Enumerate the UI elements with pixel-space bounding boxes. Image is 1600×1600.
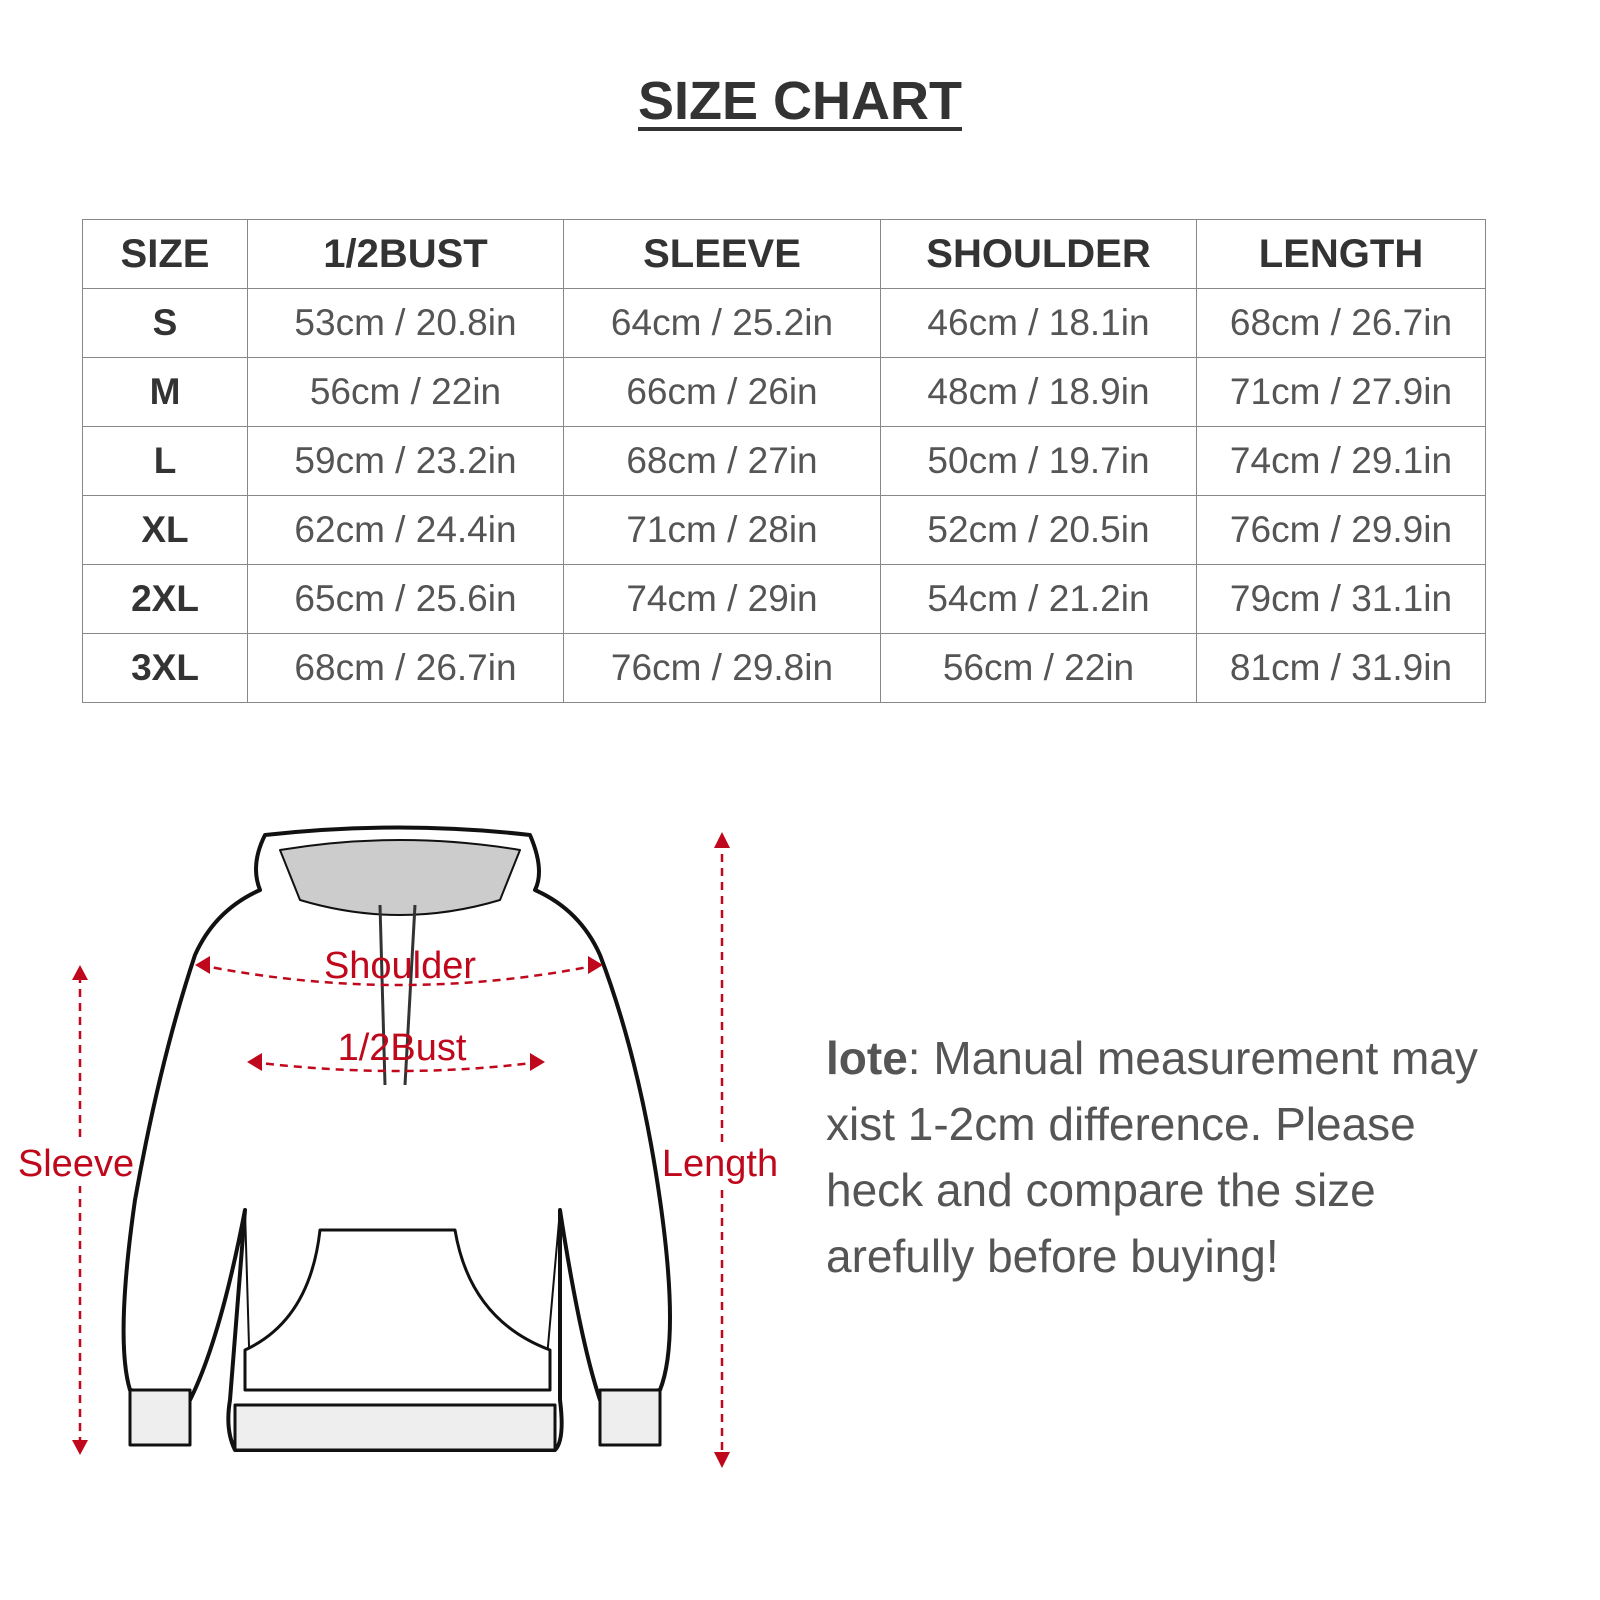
table-row: XL 62cm / 24.4in 71cm / 28in 52cm / 20.5in 7… <box>82 495 1486 565</box>
measurement-cell: 56cm / 22in <box>247 357 564 427</box>
header-length: LENGTH <box>1196 219 1486 289</box>
size-table: SIZE 1/2BUST SLEEVE SHOULDER LENGTH S 53c… <box>82 219 1486 703</box>
header-size: SIZE <box>82 219 248 289</box>
note-line: arefully before buying! <box>826 1230 1279 1282</box>
measurement-cell: 71cm / 27.9in <box>1196 357 1486 427</box>
note-text: lote: Manual measurement may xist 1-2cm … <box>826 1025 1546 1289</box>
hoodie-diagram: Shoulder 1/2Bust Sleeve Length <box>18 825 778 1468</box>
measurement-cell: 59cm / 23.2in <box>247 426 564 496</box>
size-cell: S <box>82 288 248 358</box>
measurement-cell: 68cm / 27in <box>563 426 881 496</box>
page-title: SIZE CHART <box>638 71 962 131</box>
header-bust: 1/2BUST <box>247 219 564 289</box>
table-row: M 56cm / 22in 66cm / 26in 48cm / 18.9in 71cm… <box>82 357 1486 427</box>
measurement-cell: 68cm / 26.7in <box>247 633 564 703</box>
bust-arrow <box>251 1060 541 1073</box>
note-line: heck and compare the size <box>826 1164 1376 1216</box>
measurement-cell: 48cm / 18.9in <box>880 357 1197 427</box>
note-lead: lote <box>826 1032 908 1084</box>
measurement-cell: 50cm / 19.7in <box>880 426 1197 496</box>
size-cell: 3XL <box>82 633 248 703</box>
measurement-cell: 56cm / 22in <box>880 633 1197 703</box>
shoulder-label: Shoulder <box>324 945 476 987</box>
table-row: L 59cm / 23.2in 68cm / 27in 50cm / 19.7in 74… <box>82 426 1486 496</box>
size-cell: L <box>82 426 248 496</box>
measurement-cell: 66cm / 26in <box>563 357 881 427</box>
measurement-cell: 62cm / 24.4in <box>247 495 564 565</box>
table-row: 3XL 68cm / 26.7in 76cm / 29.8in 56cm / 22in… <box>82 633 1486 703</box>
measurement-cell: 68cm / 26.7in <box>1196 288 1486 358</box>
table-header-row: SIZE 1/2BUST SLEEVE SHOULDER LENGTH <box>82 219 1486 289</box>
measurement-cell: 71cm / 28in <box>563 495 881 565</box>
header-sleeve: SLEEVE <box>563 219 881 289</box>
measurement-cell: 81cm / 31.9in <box>1196 633 1486 703</box>
bust-label: 1/2Bust <box>338 1027 467 1069</box>
note-line: xist 1-2cm difference. Please <box>826 1098 1416 1150</box>
measurement-cell: 74cm / 29in <box>563 564 881 634</box>
measurement-cell: 76cm / 29.8in <box>563 633 881 703</box>
measurement-cell: 52cm / 20.5in <box>880 495 1197 565</box>
measurement-cell: 46cm / 18.1in <box>880 288 1197 358</box>
measurement-cell: 65cm / 25.6in <box>247 564 564 634</box>
hoodie-illustration <box>121 825 672 1452</box>
measurement-cell: 54cm / 21.2in <box>880 564 1197 634</box>
table-row: S 53cm / 20.8in 64cm / 25.2in 46cm / 18.1in… <box>82 288 1486 358</box>
length-label: Length <box>662 1143 778 1185</box>
measurement-cell: 76cm / 29.9in <box>1196 495 1486 565</box>
measurement-cell: 53cm / 20.8in <box>247 288 564 358</box>
sleeve-label: Sleeve <box>18 1143 134 1185</box>
shoulder-arrow <box>199 963 599 987</box>
note-line: : Manual measurement may <box>907 1032 1478 1084</box>
size-cell: M <box>82 357 248 427</box>
size-cell: XL <box>82 495 248 565</box>
measurement-cell: 74cm / 29.1in <box>1196 426 1486 496</box>
size-cell: 2XL <box>82 564 248 634</box>
header-shoulder: SHOULDER <box>880 219 1197 289</box>
table-row: 2XL 65cm / 25.6in 74cm / 29in 54cm / 21.2in… <box>82 564 1486 634</box>
measurement-cell: 64cm / 25.2in <box>563 288 881 358</box>
measurement-cell: 79cm / 31.1in <box>1196 564 1486 634</box>
